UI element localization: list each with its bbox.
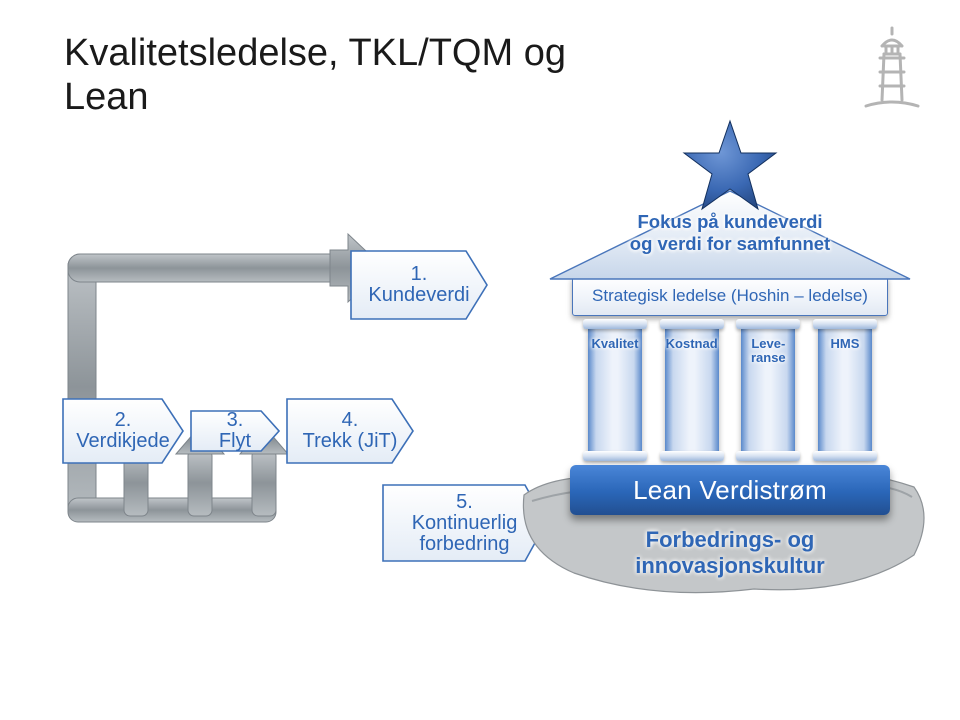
lean-step-3: 3. Flyt <box>190 410 280 452</box>
base-text: Forbedrings- og innovasjonskultur <box>550 527 910 579</box>
lean-step-2: 2. Verdikjede <box>62 398 184 464</box>
pillar-hms: HMS <box>818 325 872 455</box>
pillar-kvalitet: Kvalitet <box>588 325 642 455</box>
pillars: Kvalitet Kostnad Leve- ranse HMS <box>588 325 872 455</box>
star-icon <box>680 117 780 217</box>
lighthouse-logo <box>860 18 924 108</box>
pillar-kostnad: Kostnad <box>665 325 719 455</box>
roof-text: Fokus på kundeverdi og verdi for samfunn… <box>550 211 910 255</box>
lean-bar: Lean Verdistrøm <box>570 465 890 515</box>
lean-step-1: 1. Kundeverdi <box>350 250 488 320</box>
temple-diagram: Fokus på kundeverdi og verdi for samfunn… <box>550 155 910 595</box>
pillar-leveranse: Leve- ranse <box>741 325 795 455</box>
lean-step-4: 4. Trekk (JiT) <box>286 398 414 464</box>
slide-title: Kvalitetsledelse, TKL/TQM og Lean <box>64 32 566 119</box>
